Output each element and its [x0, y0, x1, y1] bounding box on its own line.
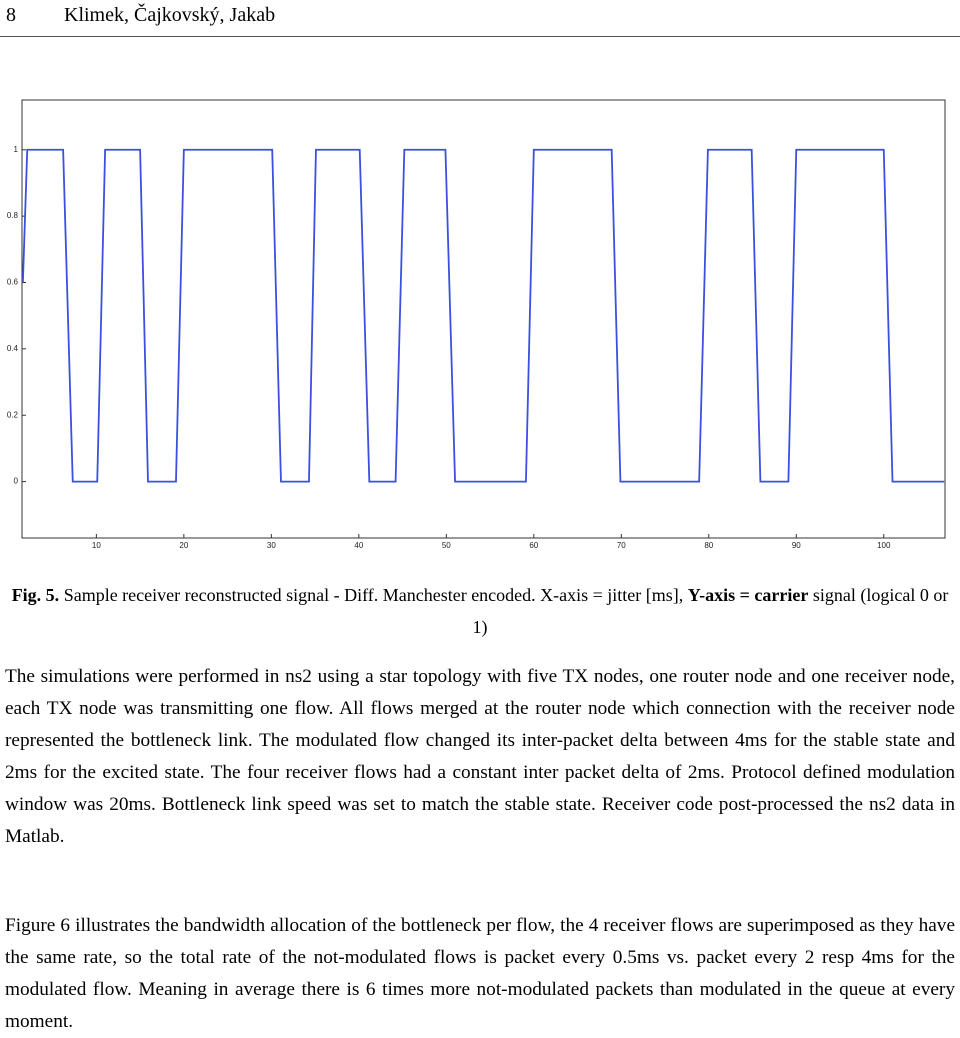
- y-tick-label: 0.6: [7, 278, 19, 287]
- x-tick-label: 50: [442, 541, 451, 550]
- x-tick-label: 20: [179, 541, 188, 550]
- y-tick-label: 0.8: [7, 211, 19, 220]
- caption-bold: Y-axis = carrier: [687, 585, 809, 605]
- paragraph: Figure 6 illustrates the bandwidth alloc…: [5, 915, 955, 1032]
- x-tick-label: 30: [267, 541, 276, 550]
- caption-label: Fig. 5.: [11, 585, 60, 605]
- chart: 0 0.2 0.4 0.6 0.8 1 10 20 30 40 50 60 70 80 90 100: [7, 99, 946, 550]
- header-rule: [0, 36, 960, 37]
- caption: Fig. 5. Sample receiver reconstructed si…: [10, 579, 950, 643]
- x-tick-label: 100: [877, 541, 891, 550]
- y-tick-label: 1: [14, 145, 19, 154]
- x-tick-label: 60: [529, 541, 538, 550]
- x-tick-label: 10: [92, 541, 101, 550]
- caption-text: Sample receiver reconstructed signal - D…: [63, 585, 684, 605]
- signal-line: [21, 148, 945, 483]
- y-tick-label: 0.2: [7, 410, 19, 419]
- y-tick-label: 0.4: [7, 344, 19, 353]
- x-tick-label: 80: [704, 541, 713, 550]
- authors: Klimek, Čajkovský, Jakab: [64, 4, 276, 26]
- x-tick-label: 40: [354, 541, 363, 550]
- y-tick-label: 0: [14, 477, 19, 486]
- plot-frame: [21, 99, 946, 539]
- caption-rest: signal (logical 0 or 1): [472, 585, 949, 637]
- page-number: 8: [6, 4, 16, 26]
- x-tick-label: 70: [617, 541, 626, 550]
- x-tick-label: 90: [792, 541, 801, 550]
- paragraph: The simulations were performed in ns2 us…: [5, 666, 955, 847]
